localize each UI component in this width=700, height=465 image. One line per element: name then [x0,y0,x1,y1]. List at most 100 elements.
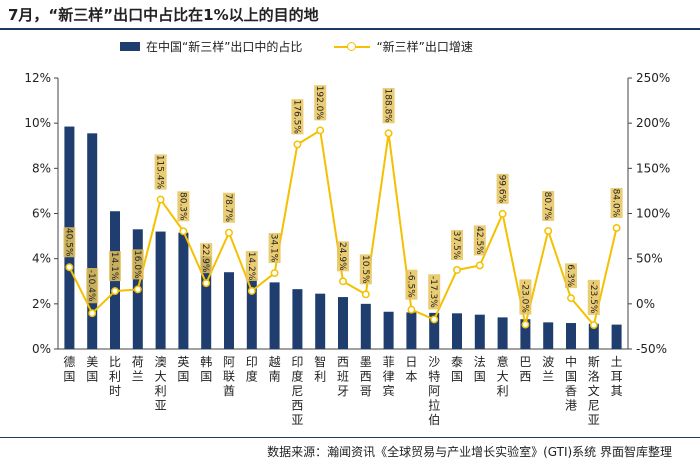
source-divider [0,437,700,438]
growth-point [316,126,325,135]
growth-data-label-bg [382,88,395,124]
bar-share [360,303,371,349]
bar-share [292,289,303,349]
growth-data-label: 22.9% [200,243,213,274]
growth-data-label: -6.5% [405,269,418,300]
growth-data-label-text: 188.8% [383,89,393,124]
category-label: 越南 [269,355,281,384]
bar-share [406,312,417,349]
growth-point [589,321,598,330]
category-label: 智利 [314,354,326,384]
growth-data-label-text: -10.4% [86,270,96,302]
growth-data-label-bg [86,268,99,304]
y-left-tick-label: 10% [24,116,51,130]
category-label: 印度尼西亚 [291,355,303,427]
category-label: 波兰 [542,355,554,384]
growth-line [68,128,618,328]
growth-data-label: 115.4% [154,154,167,190]
growth-point [247,287,256,295]
growth-point [111,287,119,296]
growth-point [384,129,393,138]
growth-point [361,290,370,299]
bar-share [246,278,257,349]
growth-data-label-bg [428,274,441,310]
bar-share [87,133,98,349]
growth-data-label-text: 176.5% [291,100,301,135]
growth-data-label: 80.7% [542,190,555,221]
category-label: 泰国 [451,355,463,384]
growth-data-label: 6.3% [565,263,577,289]
growth-data-label-text: 14.1% [109,252,119,281]
growth-data-label: -17.3% [428,274,441,310]
bar-share [452,313,462,349]
y-left-tick-label: 12% [24,71,51,85]
y-left-tick-label: 4% [32,252,51,266]
growth-data-label-bg [610,187,623,218]
legend-item-share: 在中国“新三样”出口中的占比 [120,38,302,55]
growth-data-label-bg [359,254,372,285]
category-label: 沙特阿拉伯 [428,355,440,427]
growth-point [475,261,484,270]
growth-data-label: 42.5% [473,225,486,256]
y-right-tick-label: -50% [636,342,667,356]
growth-data-label-bg [223,192,235,223]
growth-data-label: 14.1% [109,251,121,282]
category-label: 土耳其 [611,355,623,398]
growth-data-label-bg [314,85,327,121]
data-source: 数据来源：瀚闻资讯《全球贸易与产业增长实验室》(GTI)系统 界面智库整理 [267,445,672,459]
y-left-tick-label: 6% [32,207,51,221]
category-label: 荷兰 [132,355,144,384]
y-right-tick-label: 0% [636,297,655,311]
category-label: 巴西 [519,355,531,384]
bar-share [611,324,622,349]
growth-point [567,294,575,303]
growth-data-label: 40.5% [63,227,76,258]
y-right-tick-label: 200% [636,116,670,130]
category-label: 澳大利亚 [155,355,167,413]
growth-point [430,315,439,324]
growth-point [270,269,279,277]
bar-share [566,323,576,349]
growth-point [339,277,347,286]
growth-data-label-bg [154,154,167,190]
growth-data-label-text: 34.1% [269,234,279,263]
category-label: 西班牙 [337,355,349,398]
y-right-tick-label: 100% [636,207,670,221]
bar-share [155,231,166,349]
growth-data-label: 78.7% [223,192,235,223]
legend-item-growth: “新三样”出口增速 [334,38,473,55]
bar-share [269,282,280,349]
bar-share [383,311,394,349]
growth-data-label-text: -23.0% [519,281,529,313]
y-right-tick-label: 150% [636,161,670,175]
legend-label-growth: “新三样”出口增速 [376,40,473,54]
growth-data-label-bg [268,233,281,264]
growth-data-label: 14.2% [245,251,258,282]
growth-data-label-text: -6.5% [405,272,415,299]
growth-data-label-text: 10.5% [360,255,370,284]
growth-data-label-text: 115.4% [155,155,165,190]
y-left-tick-label: 0% [32,342,51,356]
growth-point [612,224,621,232]
chart-legend: 在中国“新三样”出口中的占比 “新三样”出口增速 [120,38,499,55]
y-left-tick-label: 2% [32,297,51,311]
category-label: 日本 [405,355,417,384]
growth-point [65,263,74,272]
growth-point [453,266,461,274]
category-label: 中国香港 [565,354,577,413]
bar-share [224,272,234,349]
growth-data-label-bg [451,229,463,260]
growth-data-label-bg [542,190,555,221]
category-label: 韩国 [200,354,212,384]
growth-data-label: 34.1% [268,233,281,264]
growth-data-label-text: 192.0% [314,86,324,121]
growth-data-label-bg [337,241,349,272]
growth-data-label: 192.0% [314,85,327,121]
growth-data-label-text: 78.7% [223,193,233,222]
growth-data-label-bg [496,173,509,204]
growth-data-label: -23.5% [587,279,600,316]
growth-data-label: 80.3% [177,191,190,222]
growth-data-label-bg [405,269,418,300]
growth-point [407,305,416,314]
bar-share [474,314,485,349]
